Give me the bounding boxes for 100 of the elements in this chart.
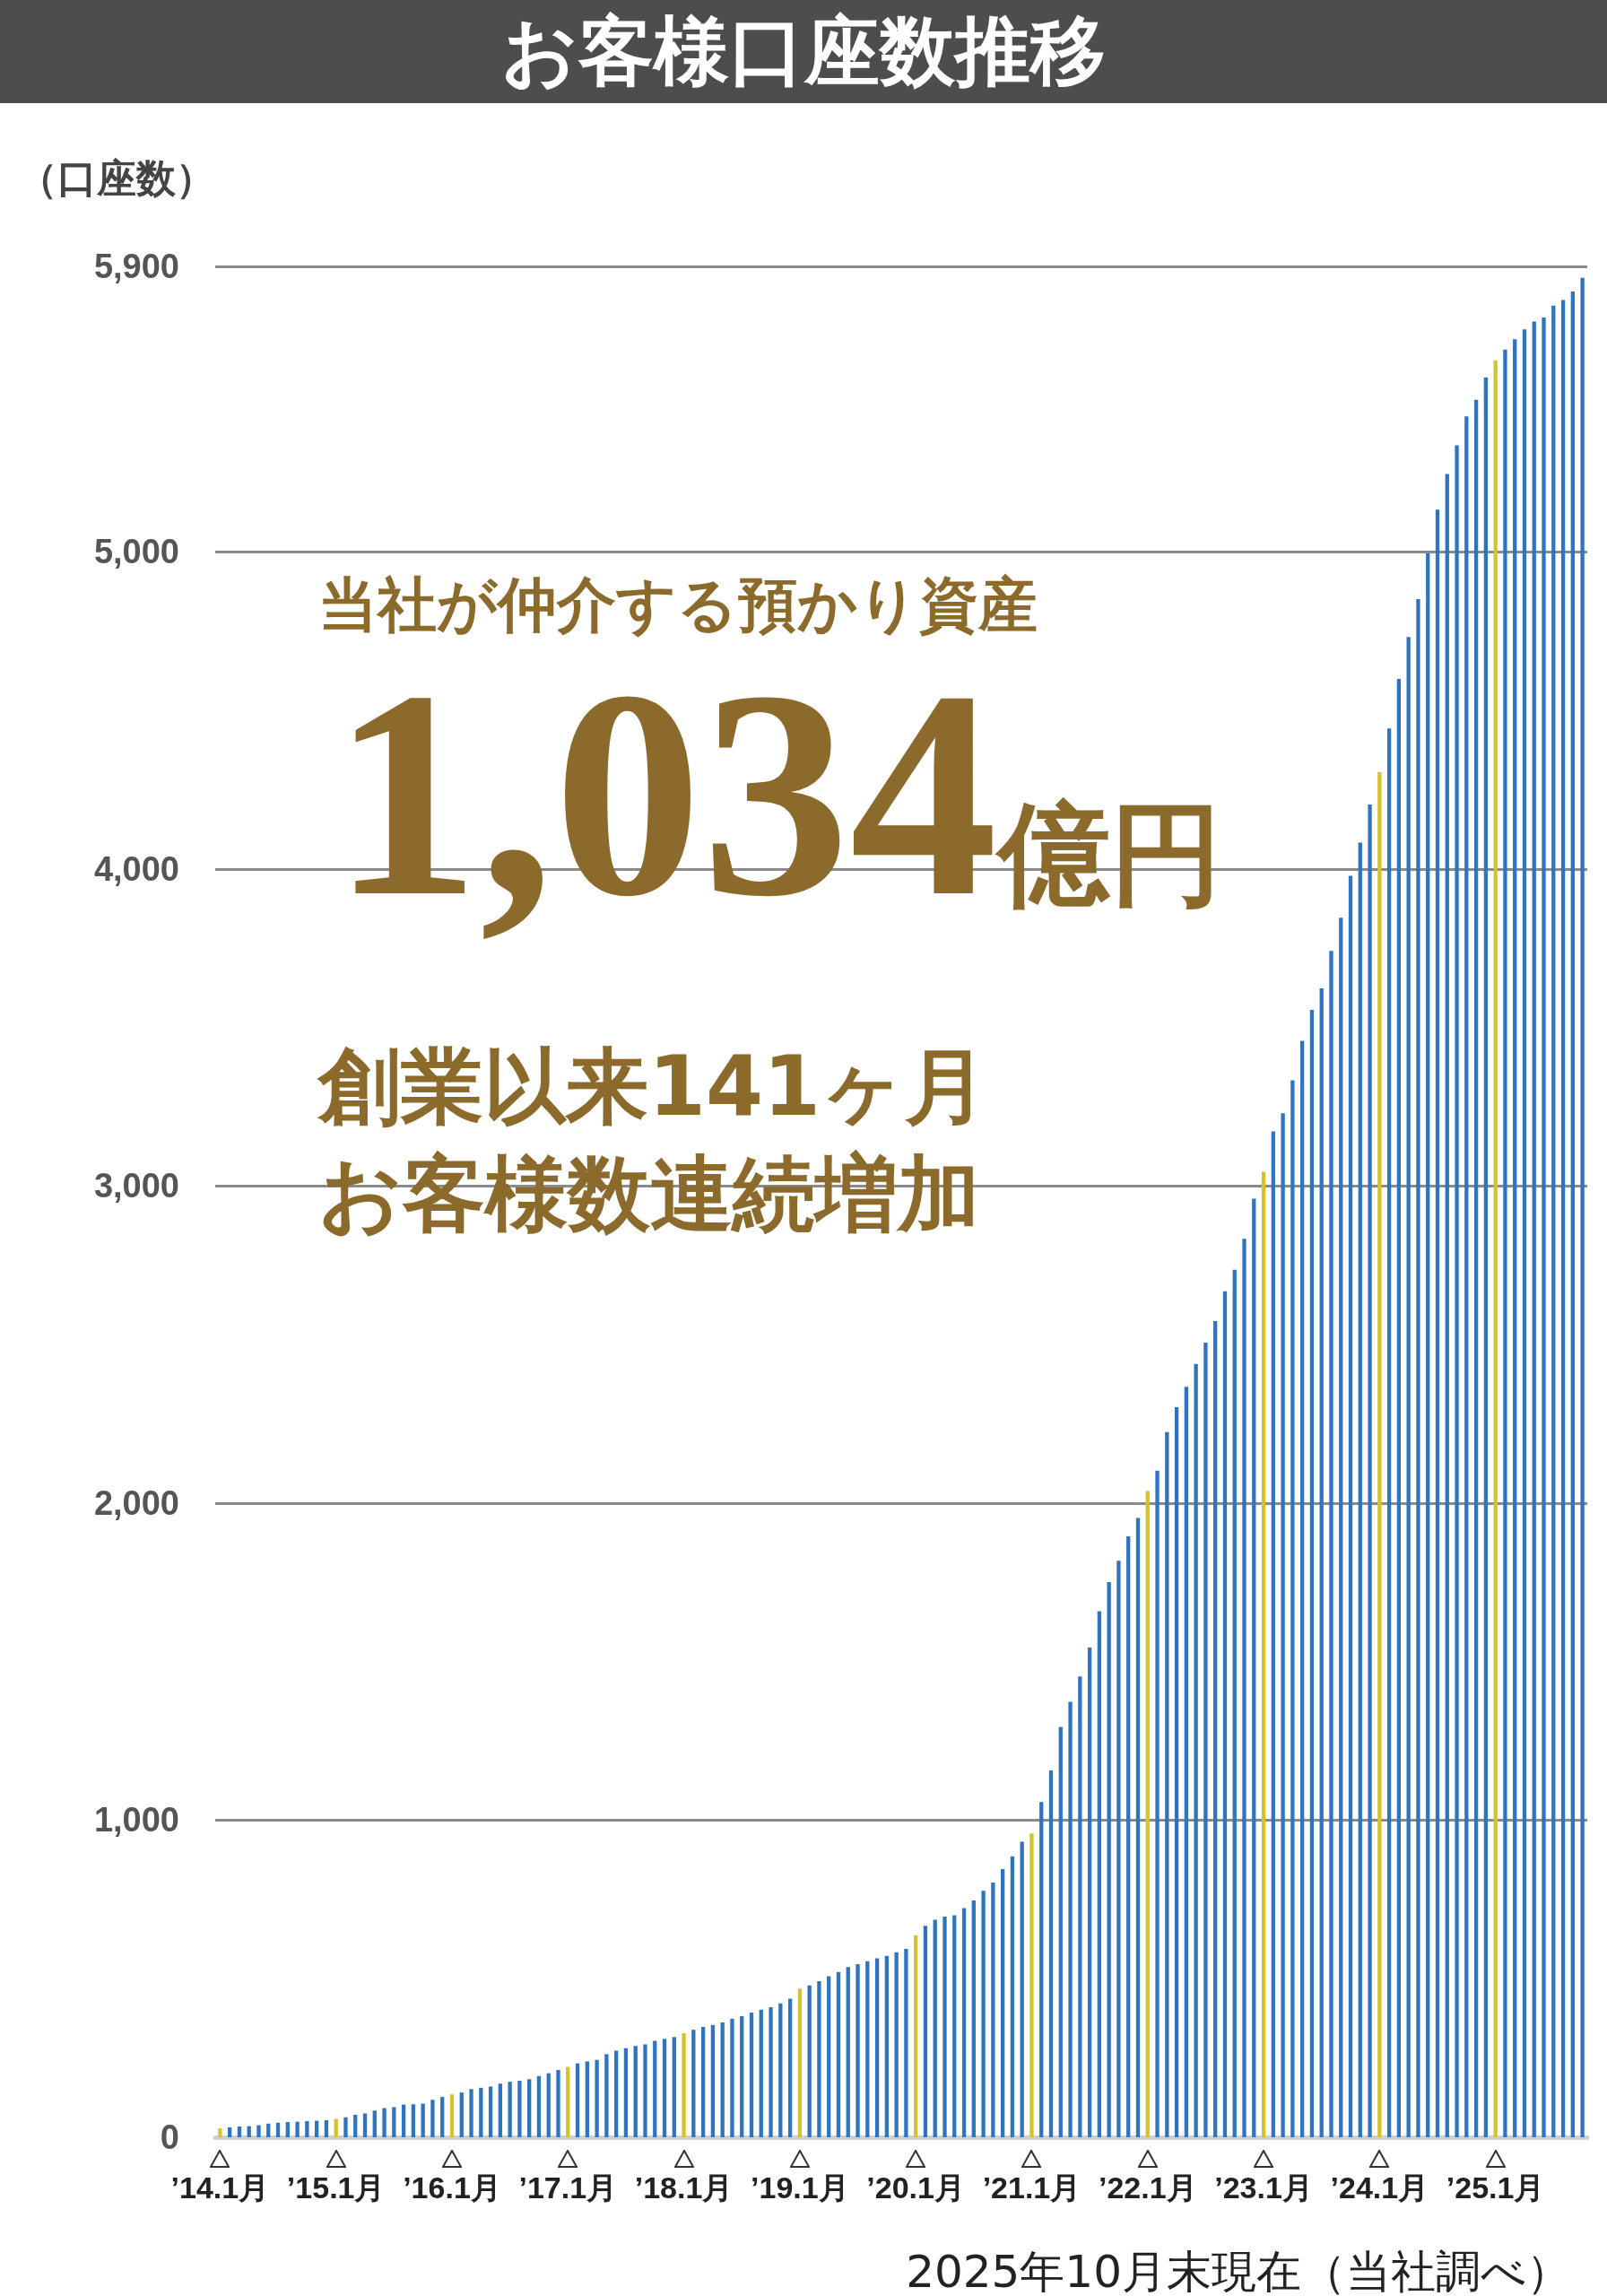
bar [1222,1291,1228,2137]
bar [517,2081,522,2137]
x-tick-label: ’24.1月 [1330,2170,1429,2205]
bar [1426,552,1430,2137]
bar [797,1988,803,2137]
bar [1580,277,1585,2137]
bar [730,2019,734,2137]
bar [1416,598,1420,2137]
bar [1339,918,1343,2137]
bar [778,2003,783,2137]
bar [1020,1841,1024,2137]
bar [1107,1581,1111,2137]
bar [1299,1040,1305,2137]
bar [469,2089,473,2137]
bar [1406,637,1411,2137]
bar [508,2082,512,2137]
bar [334,2118,338,2137]
bar [1319,988,1324,2137]
bar [1445,474,1449,2137]
bar [981,1891,986,2137]
bar [942,1916,947,2137]
bar [1039,1802,1044,2137]
bar [1145,1491,1150,2137]
y-tick-label: 3,000 [93,1167,179,1205]
bar [971,1900,976,2137]
bar [1087,1648,1092,2137]
x-tick-label: ’14.1月 [170,2170,270,2205]
bar [894,1952,899,2137]
x-tick-label: ’15.1月 [286,2170,386,2205]
bar [1232,1269,1237,2137]
bar [247,2126,251,2137]
bar [914,1935,918,2137]
bar [401,2104,406,2137]
bar [1290,1080,1295,2137]
bar [836,1971,841,2137]
y-tick-label: 5,900 [93,248,179,285]
bar [865,1961,870,2137]
bar [759,2009,763,2137]
bar [566,2066,570,2137]
bar [1473,399,1479,2137]
bar [1165,1431,1169,2137]
bar [1203,1342,1208,2137]
x-tick-label: ’22.1月 [1098,2170,1197,2205]
x-tick-label: ’23.1月 [1214,2170,1313,2205]
bar [585,2061,589,2137]
bar [440,2097,445,2137]
bar [1377,771,1382,2137]
bar [1522,329,1527,2137]
bar [1242,1239,1247,2137]
x-tick-label: ’16.1月 [403,2170,501,2205]
bar [392,2107,396,2137]
bar [527,2079,532,2137]
bar [1135,1518,1141,2137]
bar [362,2113,368,2137]
bar [256,2125,261,2137]
annotation: 創業以来141ヶ月 [318,1038,988,1136]
bar [314,2120,319,2137]
bar [1435,509,1440,2137]
bar [305,2120,309,2137]
bar [449,2094,455,2137]
bar [1068,1701,1073,2137]
bar [228,2127,232,2137]
y-tick-label: 5,000 [93,533,179,571]
bar [740,2015,744,2137]
bar [1464,416,1469,2137]
bar [237,2126,242,2137]
bar [353,2114,358,2137]
bar [787,1998,793,2137]
y-tick-label: 2,000 [93,1483,179,1522]
bar [1078,1676,1082,2137]
bar [1513,339,1517,2137]
bar [1368,804,1372,2137]
bar [556,2070,560,2137]
bar [1532,321,1536,2137]
bar [266,2123,271,2137]
bar [1155,1470,1160,2137]
bar [275,2122,281,2137]
bar [749,2013,754,2137]
bar [1560,300,1566,2137]
bar [421,2103,425,2137]
bar [1097,1611,1102,2137]
bar [343,2117,348,2137]
bar [856,1963,860,2137]
bar [817,1981,821,2137]
bar [952,1915,957,2137]
x-tick-label: ’17.1月 [518,2170,618,2205]
bar [720,2022,725,2137]
bar [546,2073,551,2137]
bar [1058,1726,1063,2137]
bar [933,1919,937,2137]
bar [324,2119,329,2137]
bar [575,2063,580,2137]
bar [961,1908,967,2137]
bar [710,2024,716,2137]
bar [1184,1387,1189,2137]
bar [218,2128,222,2137]
bar [1000,1868,1005,2137]
bar [700,2026,706,2137]
bar [498,2083,503,2137]
bar [1329,951,1333,2137]
